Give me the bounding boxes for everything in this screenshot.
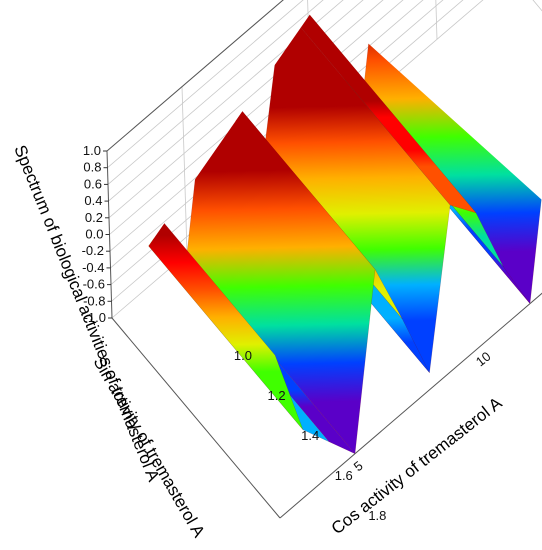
surface-layer xyxy=(106,0,542,455)
y-tick-labels: 1.0 1.2 1.4 1.6 1.8 2.0 xyxy=(234,348,420,550)
z-tick-labels: 1.0 0.80.6 0.4 0.2 0.0-0.2 -0.4 -0.6-0.8 -1.0 xyxy=(82,143,112,325)
z-tick-label: -0.8 xyxy=(83,293,105,308)
z-tick-label: -0.4 xyxy=(82,260,104,275)
frame-edge xyxy=(279,292,542,519)
y-tick-label: 1.2 xyxy=(268,388,286,403)
z-tick-label: 0.2 xyxy=(85,210,103,225)
y-tick-label: 1.0 xyxy=(234,348,252,363)
z-gridline xyxy=(107,0,324,185)
x-gridline xyxy=(181,86,188,254)
z-tick-label: -1.0 xyxy=(84,310,106,325)
z-tick-label: -0.6 xyxy=(83,277,105,292)
x-gridline xyxy=(435,0,438,40)
z-tick-label: 0.8 xyxy=(83,160,101,175)
y-tick-label: 1.4 xyxy=(301,428,319,443)
surface-strip xyxy=(482,0,542,84)
frame-edge xyxy=(111,317,281,519)
y-axis-title: Sin activity of tremasterol A xyxy=(90,354,209,542)
z-tick-label: -0.2 xyxy=(82,243,104,258)
x-tick-label: 5 xyxy=(351,458,366,474)
y-tick-label: 2.0 xyxy=(402,548,420,550)
y-tick-label: 1.8 xyxy=(368,508,386,523)
z-gridline xyxy=(108,0,364,219)
z-gridline xyxy=(107,0,304,169)
y-tick-label: 1.6 xyxy=(335,468,353,483)
z-tick-label: 0.6 xyxy=(84,176,102,191)
frame-edge xyxy=(106,0,284,152)
x-tick-label: 10 xyxy=(473,349,494,370)
z-gridline xyxy=(108,0,344,202)
z-tick-label: 0.0 xyxy=(85,227,103,242)
z-tick-label: 1.0 xyxy=(83,143,101,158)
z-tick-label: 0.4 xyxy=(84,193,102,208)
